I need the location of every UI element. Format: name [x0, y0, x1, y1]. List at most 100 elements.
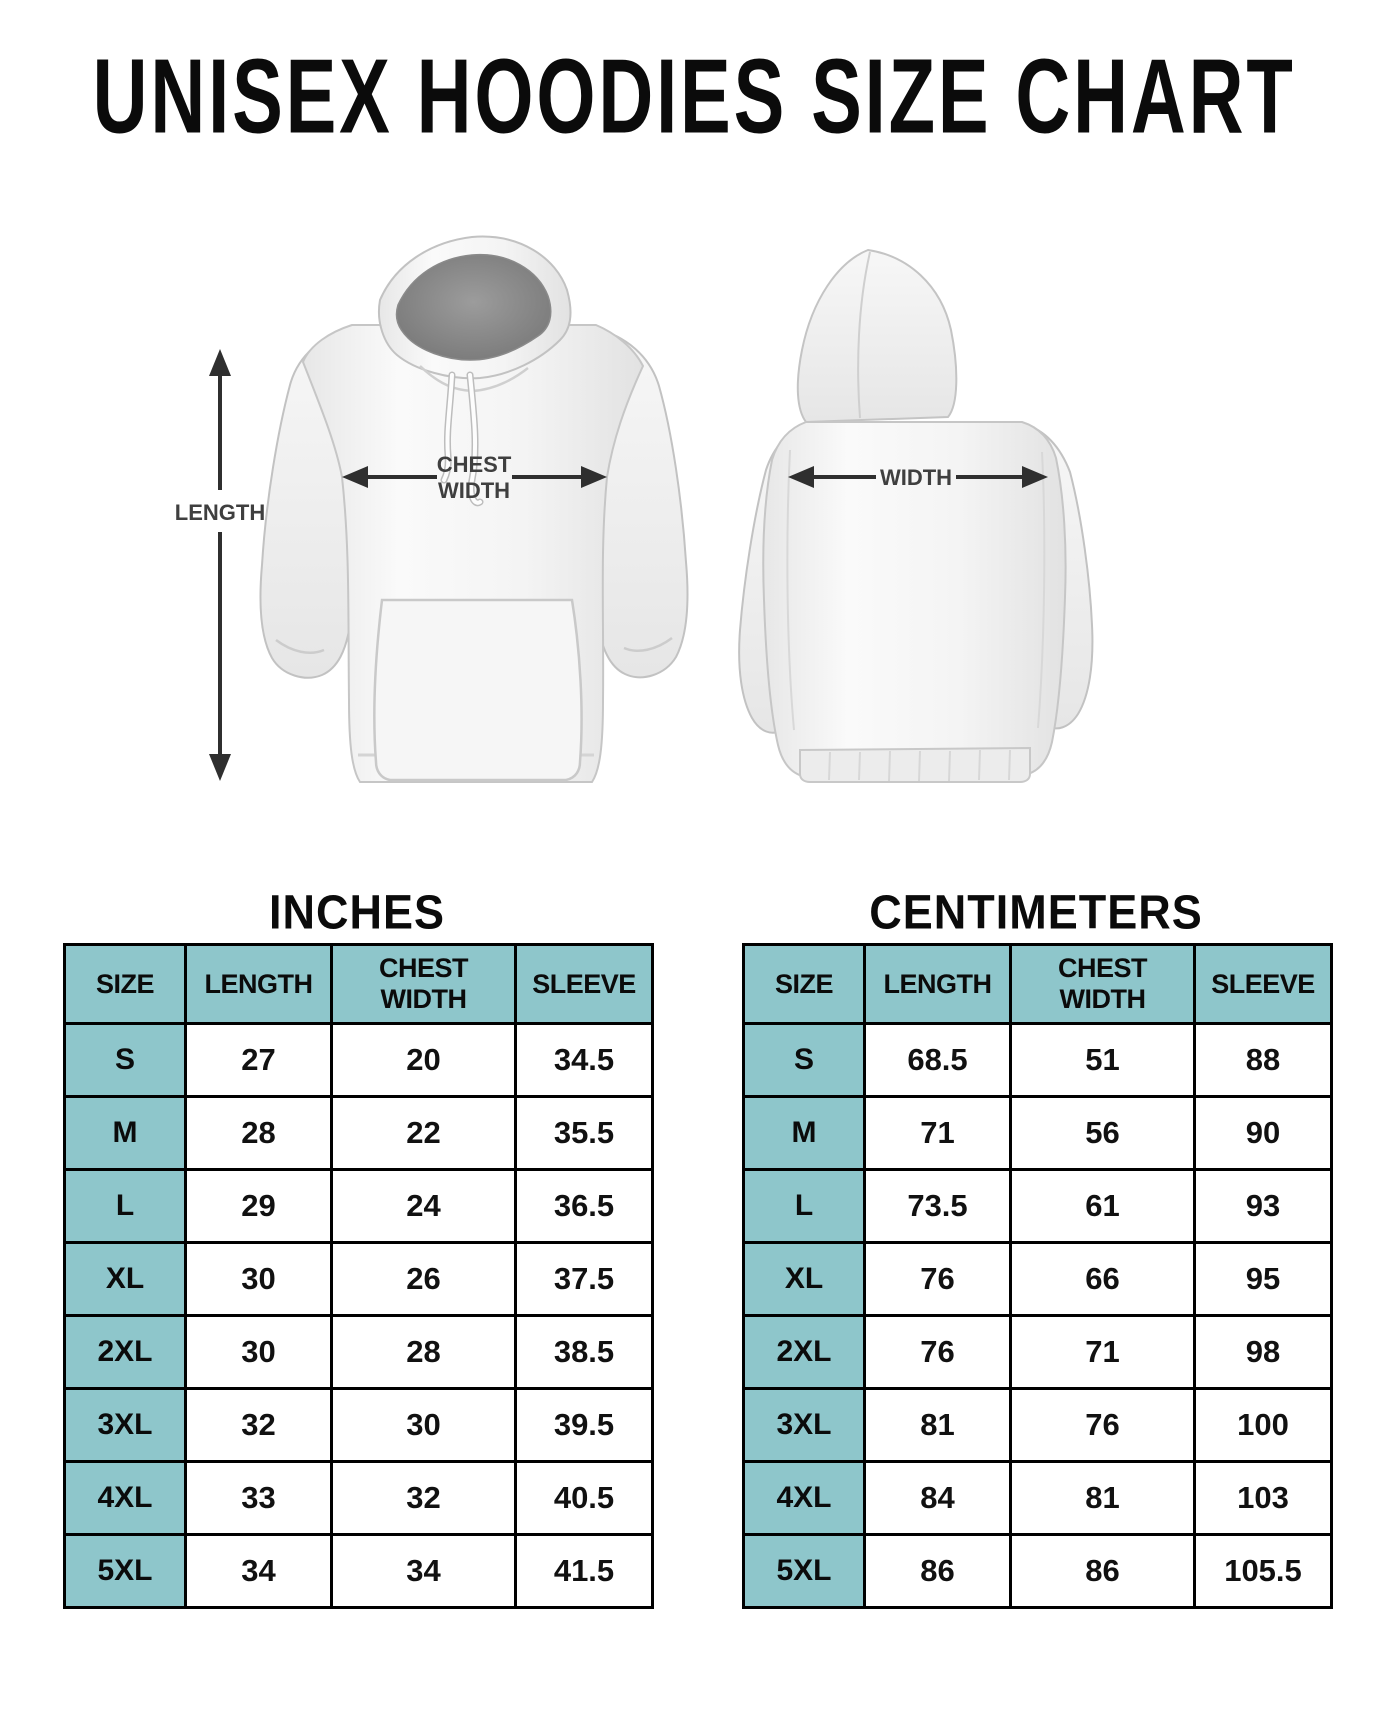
column-header-chest-width: CHEST WIDTH — [330, 943, 517, 1025]
length-value: 27 — [184, 1022, 333, 1098]
sleeve-value: 105.5 — [1193, 1533, 1333, 1609]
back-waistband — [799, 746, 1031, 783]
chest-width-arrowhead-right — [581, 466, 607, 488]
length-value: 76 — [863, 1241, 1012, 1317]
table-row: 3XL 32 30 39.5 — [63, 1387, 654, 1463]
size-label: 3XL — [63, 1387, 187, 1463]
size-label: 2XL — [742, 1314, 866, 1390]
size-label: S — [742, 1022, 866, 1098]
sleeve-value: 40.5 — [514, 1460, 654, 1536]
chest-width-label-line1: CHEST — [437, 452, 512, 477]
chest-width-value: 51 — [1009, 1022, 1196, 1098]
length-value: 68.5 — [863, 1022, 1012, 1098]
length-value: 71 — [863, 1095, 1012, 1171]
inches-table-wrap: SIZE LENGTH CHEST WIDTH SLEEVE S 27 20 3… — [63, 943, 654, 1609]
front-pocket — [373, 598, 583, 782]
chest-width-value: 32 — [330, 1460, 517, 1536]
table-header-row: SIZE LENGTH CHEST WIDTH SLEEVE — [742, 943, 1333, 1025]
column-header-length: LENGTH — [863, 943, 1012, 1025]
chest-width-value: 28 — [330, 1314, 517, 1390]
column-header-size: SIZE — [63, 943, 187, 1025]
front-right-cuff-seam — [623, 636, 673, 652]
sleeve-value: 34.5 — [514, 1022, 654, 1098]
centimeters-heading: CENTIMETERS — [869, 884, 1203, 940]
back-waistband-ribs — [828, 749, 1011, 782]
table-row: M 28 22 35.5 — [63, 1095, 654, 1171]
size-label: 4XL — [63, 1460, 187, 1536]
table-row: XL 76 66 95 — [742, 1241, 1333, 1317]
size-label: 2XL — [63, 1314, 187, 1390]
chest-width-value: 24 — [330, 1168, 517, 1244]
centimeters-table: SIZE LENGTH CHEST WIDTH SLEEVE S 68.5 51… — [742, 943, 1333, 1609]
length-value: 29 — [184, 1168, 333, 1244]
length-value: 81 — [863, 1387, 1012, 1463]
chest-width-value: 66 — [1009, 1241, 1196, 1317]
length-value: 33 — [184, 1460, 333, 1536]
length-value: 86 — [863, 1533, 1012, 1609]
chest-width-label-line2: WIDTH — [438, 478, 510, 503]
length-value: 84 — [863, 1460, 1012, 1536]
chest-width-value: 71 — [1009, 1314, 1196, 1390]
column-header-length: LENGTH — [184, 943, 333, 1025]
chest-width-value: 76 — [1009, 1387, 1196, 1463]
page-title-wrap: UNISEX HOODIES SIZE CHART — [0, 38, 1388, 156]
table-row: 2XL 30 28 38.5 — [63, 1314, 654, 1390]
sleeve-value: 41.5 — [514, 1533, 654, 1609]
sleeve-value: 39.5 — [514, 1387, 654, 1463]
sleeve-value: 35.5 — [514, 1095, 654, 1171]
sleeve-value: 93 — [1193, 1168, 1333, 1244]
column-header-sleeve: SLEEVE — [514, 943, 654, 1025]
sleeve-value: 36.5 — [514, 1168, 654, 1244]
sleeve-value: 38.5 — [514, 1314, 654, 1390]
table-row: L 73.5 61 93 — [742, 1168, 1333, 1244]
table-row: S 27 20 34.5 — [63, 1022, 654, 1098]
size-label: 5XL — [742, 1533, 866, 1609]
chest-width-value: 81 — [1009, 1460, 1196, 1536]
table-row: L 29 24 36.5 — [63, 1168, 654, 1244]
table-row: 5XL 34 34 41.5 — [63, 1533, 654, 1609]
size-label: XL — [63, 1241, 187, 1317]
chest-width-value: 56 — [1009, 1095, 1196, 1171]
drawstring-left-core — [442, 373, 454, 482]
chest-width-value: 86 — [1009, 1533, 1196, 1609]
back-width-arrowhead-right — [1022, 466, 1048, 488]
inches-table: SIZE LENGTH CHEST WIDTH SLEEVE S 27 20 3… — [63, 943, 654, 1609]
size-label: S — [63, 1022, 187, 1098]
front-hood-lining — [395, 253, 552, 361]
sleeve-value: 88 — [1193, 1022, 1333, 1098]
length-value: 34 — [184, 1533, 333, 1609]
back-hood — [796, 248, 958, 424]
length-arrowhead-top — [209, 349, 231, 376]
chest-width-value: 20 — [330, 1022, 517, 1098]
sleeve-value: 37.5 — [514, 1241, 654, 1317]
page-title: UNISEX HOODIES SIZE CHART — [92, 37, 1296, 156]
table-row: 3XL 81 76 100 — [742, 1387, 1333, 1463]
hoodie-back-illustration — [738, 248, 1094, 783]
sleeve-value: 98 — [1193, 1314, 1333, 1390]
length-arrow — [209, 349, 231, 781]
length-value: 28 — [184, 1095, 333, 1171]
front-left-cuff-seam — [275, 638, 325, 654]
back-left-seam — [786, 449, 795, 731]
sleeve-value: 103 — [1193, 1460, 1333, 1536]
size-label: XL — [742, 1241, 866, 1317]
size-label: 4XL — [742, 1460, 866, 1536]
hoodie-front-illustration — [259, 235, 689, 783]
table-row: 2XL 76 71 98 — [742, 1314, 1333, 1390]
table-row: 5XL 86 86 105.5 — [742, 1533, 1333, 1609]
chest-width-value: 30 — [330, 1387, 517, 1463]
table-row: S 68.5 51 88 — [742, 1022, 1333, 1098]
drawstring-right-core — [468, 373, 482, 505]
size-label: M — [63, 1095, 187, 1171]
chest-width-value: 34 — [330, 1533, 517, 1609]
table-header-row: SIZE LENGTH CHEST WIDTH SLEEVE — [63, 943, 654, 1025]
sleeve-value: 100 — [1193, 1387, 1333, 1463]
inches-heading: INCHES — [268, 884, 446, 940]
length-arrowhead-bottom — [209, 754, 231, 781]
chest-width-value: 26 — [330, 1241, 517, 1317]
centimeters-table-wrap: SIZE LENGTH CHEST WIDTH SLEEVE S 68.5 51… — [742, 943, 1333, 1609]
hoodie-measurement-diagram: LENGTH CHEST WIDTH WIDTH — [175, 235, 1094, 783]
column-header-size: SIZE — [742, 943, 866, 1025]
size-label: 3XL — [742, 1387, 866, 1463]
